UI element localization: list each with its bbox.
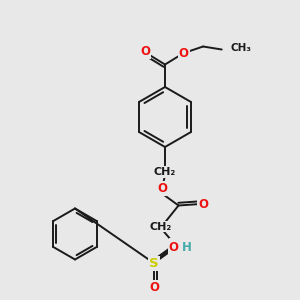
Text: O: O: [149, 280, 159, 294]
Text: O: O: [140, 45, 150, 58]
Text: O: O: [157, 182, 167, 195]
Text: O: O: [169, 241, 179, 254]
Text: CH₂: CH₂: [149, 221, 172, 232]
Text: H: H: [182, 241, 192, 254]
Text: CH₂: CH₂: [154, 167, 176, 177]
Text: O: O: [178, 46, 189, 60]
Text: CH₃: CH₃: [231, 43, 252, 53]
Text: O: O: [198, 197, 208, 211]
Text: N: N: [170, 238, 181, 252]
Text: S: S: [149, 256, 159, 270]
